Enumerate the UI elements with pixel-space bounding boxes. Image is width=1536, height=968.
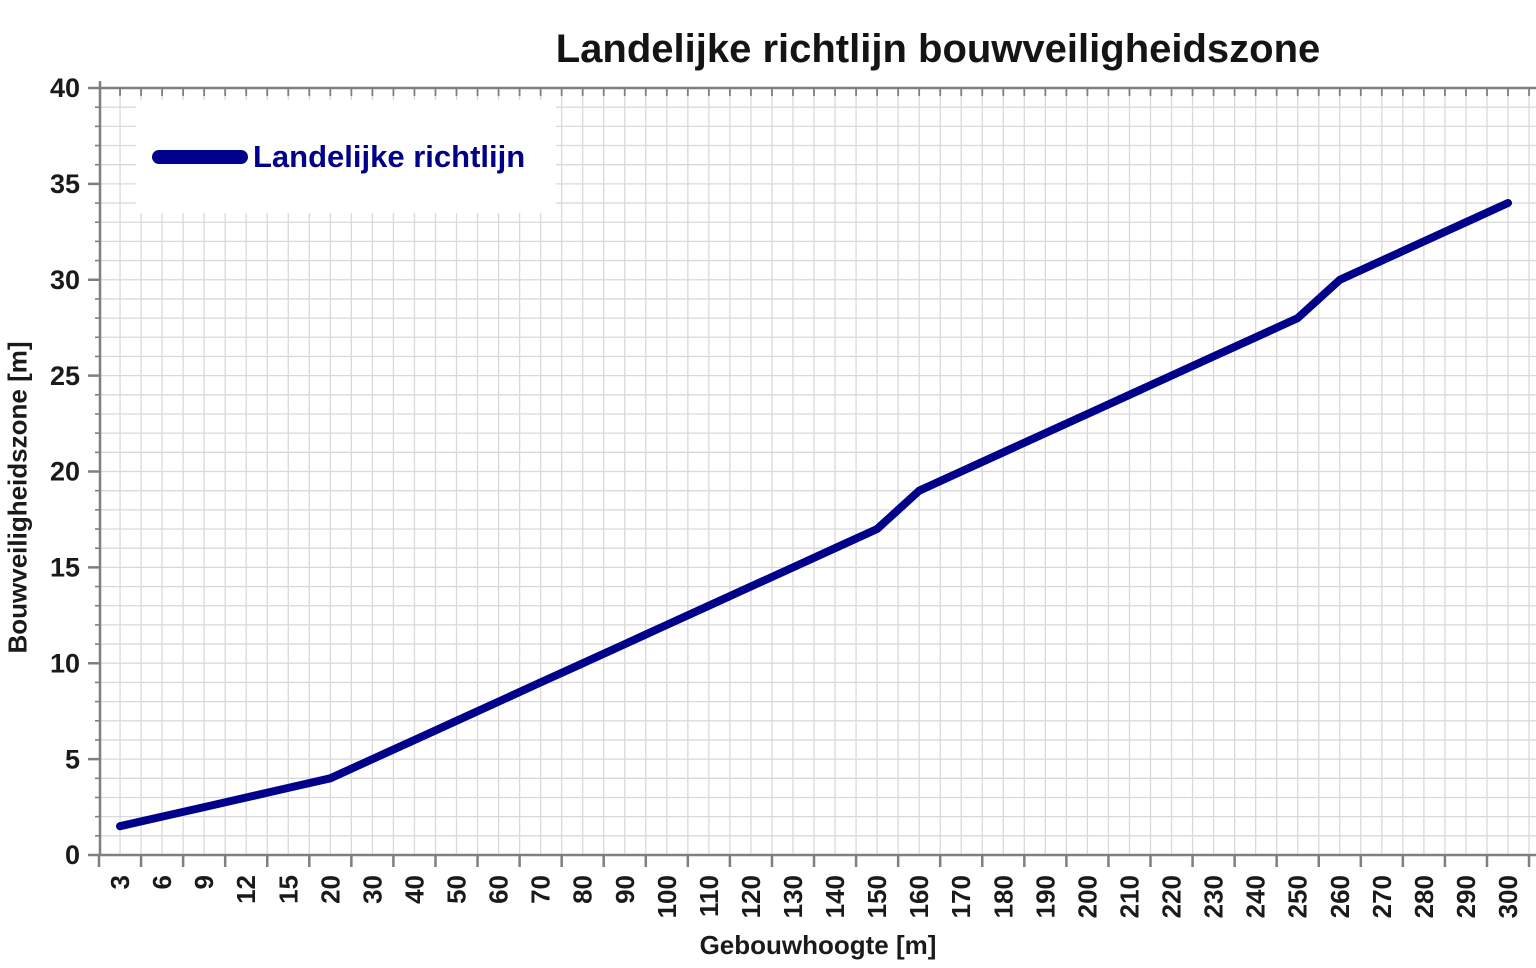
x-tick-label: 160 (904, 875, 934, 918)
y-tick-label: 10 (50, 648, 80, 678)
series-landelijke-richtlijn (116, 199, 1512, 831)
x-tick-label: 300 (1493, 875, 1523, 918)
y-tick-label: 0 (65, 840, 80, 870)
y-tick-label: 25 (50, 361, 80, 391)
x-tick-label: 90 (610, 875, 640, 904)
x-tick-label: 280 (1409, 875, 1439, 918)
x-tick-label: 70 (526, 875, 556, 904)
legend: Landelijke richtlijn (136, 100, 556, 213)
x-tick-label: 180 (988, 875, 1018, 918)
x-tick-label: 40 (399, 875, 429, 904)
chart-title: Landelijke richtlijn bouwveiligheidszone (555, 26, 1321, 71)
x-tick-label: 120 (736, 875, 766, 918)
y-tick-labels: 0 5 10 15 20 25 30 35 40 (50, 73, 80, 870)
x-tick-label: 20 (315, 875, 345, 904)
y-tick-label: 40 (50, 73, 80, 103)
axis-ticks (88, 86, 1531, 867)
x-tick-label: 250 (1283, 875, 1313, 918)
x-tick-label: 170 (946, 875, 976, 918)
x-tick-label: 80 (568, 875, 598, 904)
legend-label: Landelijke richtlijn (253, 138, 526, 174)
x-tick-label: 60 (484, 875, 514, 904)
x-tick-label: 100 (652, 875, 682, 918)
legend-line-swatch (152, 149, 248, 164)
grid (100, 87, 1536, 855)
x-tick-label: 110 (694, 875, 724, 917)
y-tick-label: 30 (50, 265, 80, 295)
x-tick-label: 140 (820, 875, 850, 918)
x-tick-label: 3 (105, 875, 135, 889)
x-tick-label: 12 (231, 875, 261, 904)
x-tick-label: 260 (1325, 875, 1355, 918)
y-tick-label: 20 (50, 457, 80, 487)
y-tick-label: 5 (65, 744, 80, 774)
x-axis-title: Gebouwhoogte [m] (699, 930, 937, 960)
x-tick-label: 9 (189, 875, 219, 889)
x-tick-label: 6 (147, 875, 177, 889)
x-tick-label: 270 (1367, 875, 1397, 918)
y-tick-label: 15 (50, 553, 80, 583)
y-axis-title: Bouwveiligheidszone [m] (2, 341, 33, 654)
x-tick-label: 150 (862, 875, 892, 918)
x-tick-label: 190 (1030, 875, 1060, 918)
x-tick-label: 220 (1157, 875, 1187, 918)
axes (98, 81, 1536, 857)
x-tick-label: 130 (778, 875, 808, 918)
x-tick-label: 290 (1451, 875, 1481, 918)
x-tick-label: 30 (357, 875, 387, 904)
x-tick-label: 230 (1199, 875, 1229, 918)
x-tick-label: 240 (1241, 875, 1271, 918)
x-tick-label: 50 (442, 875, 472, 904)
x-tick-labels: 3 6 9 12 15 20 30 40 50 60 70 80 90 100 110 120 130 140 15… (105, 875, 1523, 918)
series-line (116, 199, 1512, 831)
x-tick-label: 200 (1072, 875, 1102, 918)
x-tick-label: 15 (273, 875, 303, 904)
x-tick-label: 210 (1114, 875, 1144, 918)
y-tick-label: 35 (50, 169, 80, 199)
